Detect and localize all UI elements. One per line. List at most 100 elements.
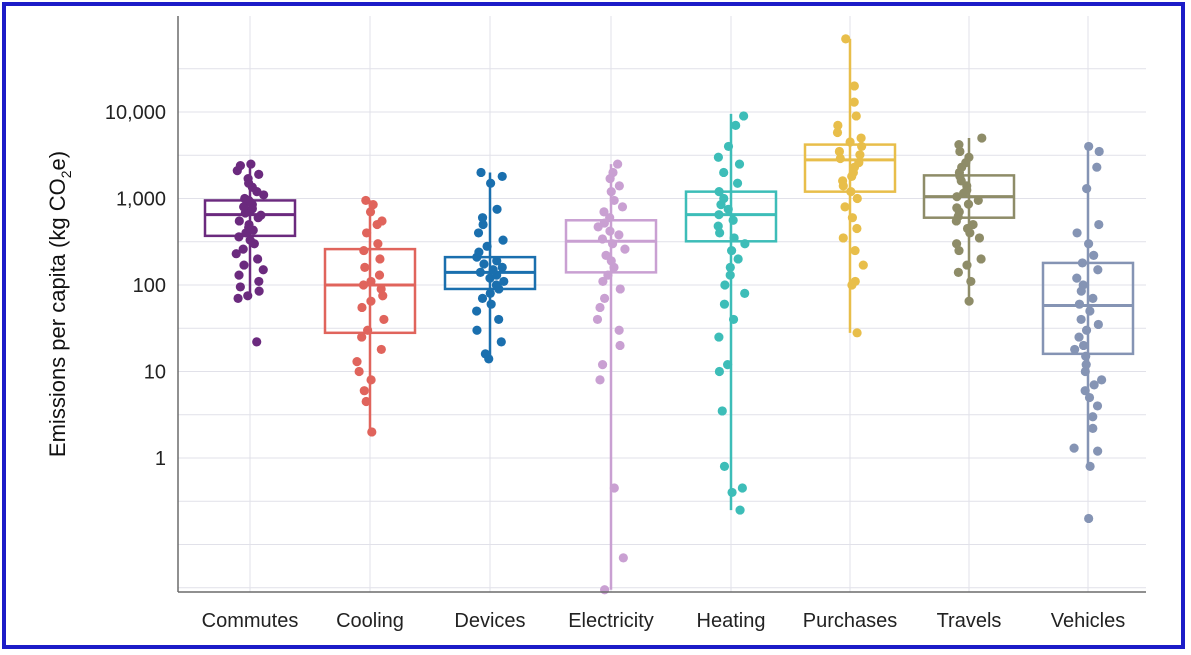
x-tick-label: Devices bbox=[454, 610, 525, 632]
box-group-heating bbox=[684, 111, 778, 515]
data-point bbox=[725, 270, 735, 280]
y-axis-title: Emissions per capita (kg CO2e) bbox=[45, 151, 74, 457]
data-point bbox=[847, 213, 857, 223]
data-point bbox=[605, 226, 615, 236]
data-point bbox=[834, 146, 845, 157]
data-point bbox=[477, 213, 488, 223]
data-point bbox=[1070, 344, 1080, 355]
data-point bbox=[713, 221, 723, 231]
data-point bbox=[474, 247, 484, 257]
data-point bbox=[609, 195, 619, 206]
data-point bbox=[366, 375, 376, 385]
data-point bbox=[486, 178, 496, 188]
box-group-devices bbox=[443, 167, 537, 364]
data-point bbox=[486, 299, 496, 309]
data-point bbox=[723, 204, 733, 214]
data-point bbox=[235, 282, 245, 292]
data-point bbox=[377, 216, 387, 226]
data-point bbox=[1088, 423, 1098, 433]
data-point bbox=[740, 288, 750, 298]
data-point bbox=[608, 167, 618, 178]
data-point bbox=[1093, 265, 1103, 275]
data-point bbox=[254, 169, 264, 179]
data-point bbox=[595, 302, 605, 313]
data-point bbox=[974, 233, 985, 243]
data-point bbox=[354, 366, 364, 377]
data-point bbox=[852, 328, 862, 338]
data-point bbox=[1069, 443, 1079, 453]
data-point bbox=[977, 133, 987, 143]
data-point bbox=[1084, 513, 1094, 524]
data-point bbox=[952, 203, 962, 213]
data-point bbox=[740, 239, 750, 249]
data-point bbox=[857, 141, 867, 152]
data-point bbox=[953, 267, 963, 277]
data-point bbox=[357, 302, 367, 313]
data-point bbox=[1074, 332, 1084, 342]
data-point bbox=[376, 344, 386, 355]
data-point bbox=[720, 280, 730, 290]
data-point bbox=[1092, 401, 1103, 411]
data-point bbox=[719, 461, 730, 471]
data-point bbox=[491, 280, 501, 290]
data-point bbox=[850, 245, 860, 256]
data-point bbox=[243, 173, 253, 184]
box-group-commutes bbox=[203, 159, 297, 347]
data-point bbox=[373, 239, 383, 249]
data-point bbox=[605, 213, 615, 223]
data-point bbox=[360, 262, 370, 272]
data-point bbox=[714, 332, 724, 342]
data-point bbox=[352, 357, 362, 367]
data-point bbox=[606, 187, 616, 197]
data-point bbox=[366, 276, 376, 287]
data-point bbox=[727, 245, 737, 256]
boxes bbox=[203, 34, 1135, 595]
y-tick-label: 1 bbox=[155, 448, 166, 470]
data-point bbox=[603, 270, 613, 280]
data-point bbox=[361, 195, 371, 206]
data-point bbox=[494, 314, 504, 325]
data-point bbox=[359, 245, 369, 256]
data-point bbox=[719, 167, 729, 178]
data-point bbox=[258, 265, 268, 275]
data-point bbox=[734, 159, 745, 169]
x-tick-label: Purchases bbox=[803, 610, 898, 632]
data-point bbox=[1078, 280, 1088, 290]
y-tick-label: 10,000 bbox=[105, 102, 166, 124]
data-point bbox=[1081, 325, 1092, 335]
box-group-electricity bbox=[564, 159, 658, 595]
data-point bbox=[835, 153, 845, 164]
data-point bbox=[480, 349, 490, 359]
data-point bbox=[732, 178, 743, 188]
data-point bbox=[472, 306, 482, 316]
data-point bbox=[613, 159, 623, 169]
data-point bbox=[851, 111, 861, 121]
data-point bbox=[1085, 306, 1095, 316]
data-point bbox=[246, 159, 256, 169]
data-point bbox=[1088, 293, 1098, 303]
data-point bbox=[715, 228, 725, 238]
data-point bbox=[363, 325, 373, 335]
data-point bbox=[620, 244, 630, 254]
data-point bbox=[1081, 360, 1091, 370]
data-point bbox=[1072, 228, 1082, 238]
box-group-vehicles bbox=[1041, 141, 1135, 524]
data-point bbox=[845, 137, 855, 147]
data-point bbox=[728, 215, 738, 225]
data-point bbox=[963, 199, 974, 209]
data-point bbox=[488, 265, 498, 275]
data-point bbox=[597, 234, 608, 244]
data-point bbox=[595, 375, 605, 385]
data-point bbox=[375, 254, 385, 264]
data-point bbox=[713, 152, 723, 162]
x-tick-label: Commutes bbox=[202, 610, 299, 632]
data-point bbox=[600, 585, 610, 595]
data-point bbox=[367, 427, 377, 437]
data-point bbox=[951, 239, 962, 249]
data-point bbox=[737, 483, 747, 493]
data-point bbox=[1093, 319, 1103, 330]
data-point bbox=[475, 267, 485, 277]
data-point bbox=[729, 233, 739, 243]
